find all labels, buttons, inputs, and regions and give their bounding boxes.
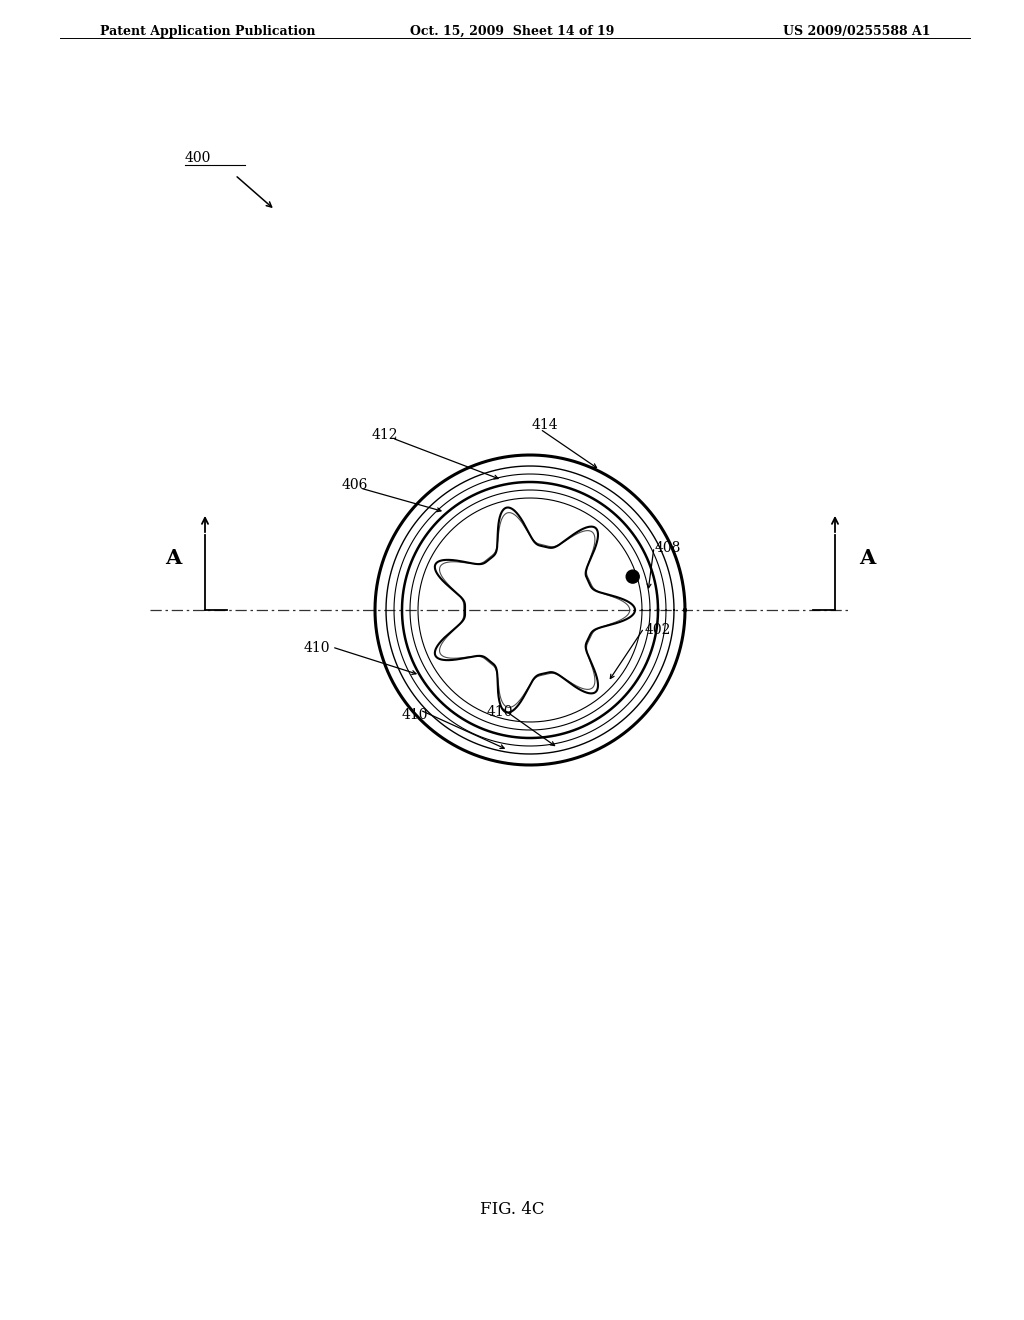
Text: 412: 412	[372, 428, 398, 442]
Text: 402: 402	[645, 623, 672, 638]
Text: 400: 400	[185, 150, 211, 165]
Text: FIG. 4C: FIG. 4C	[480, 1201, 544, 1218]
Circle shape	[627, 570, 639, 583]
Text: Oct. 15, 2009  Sheet 14 of 19: Oct. 15, 2009 Sheet 14 of 19	[410, 25, 614, 38]
Text: 414: 414	[531, 418, 558, 432]
Text: 410: 410	[486, 705, 513, 719]
Text: 406: 406	[342, 478, 369, 492]
Text: A: A	[859, 548, 876, 568]
Text: 410: 410	[303, 642, 330, 655]
Text: 410: 410	[401, 708, 428, 722]
Text: A: A	[165, 548, 181, 568]
Text: US 2009/0255588 A1: US 2009/0255588 A1	[782, 25, 930, 38]
Text: Patent Application Publication: Patent Application Publication	[100, 25, 315, 38]
Text: 408: 408	[655, 541, 681, 554]
